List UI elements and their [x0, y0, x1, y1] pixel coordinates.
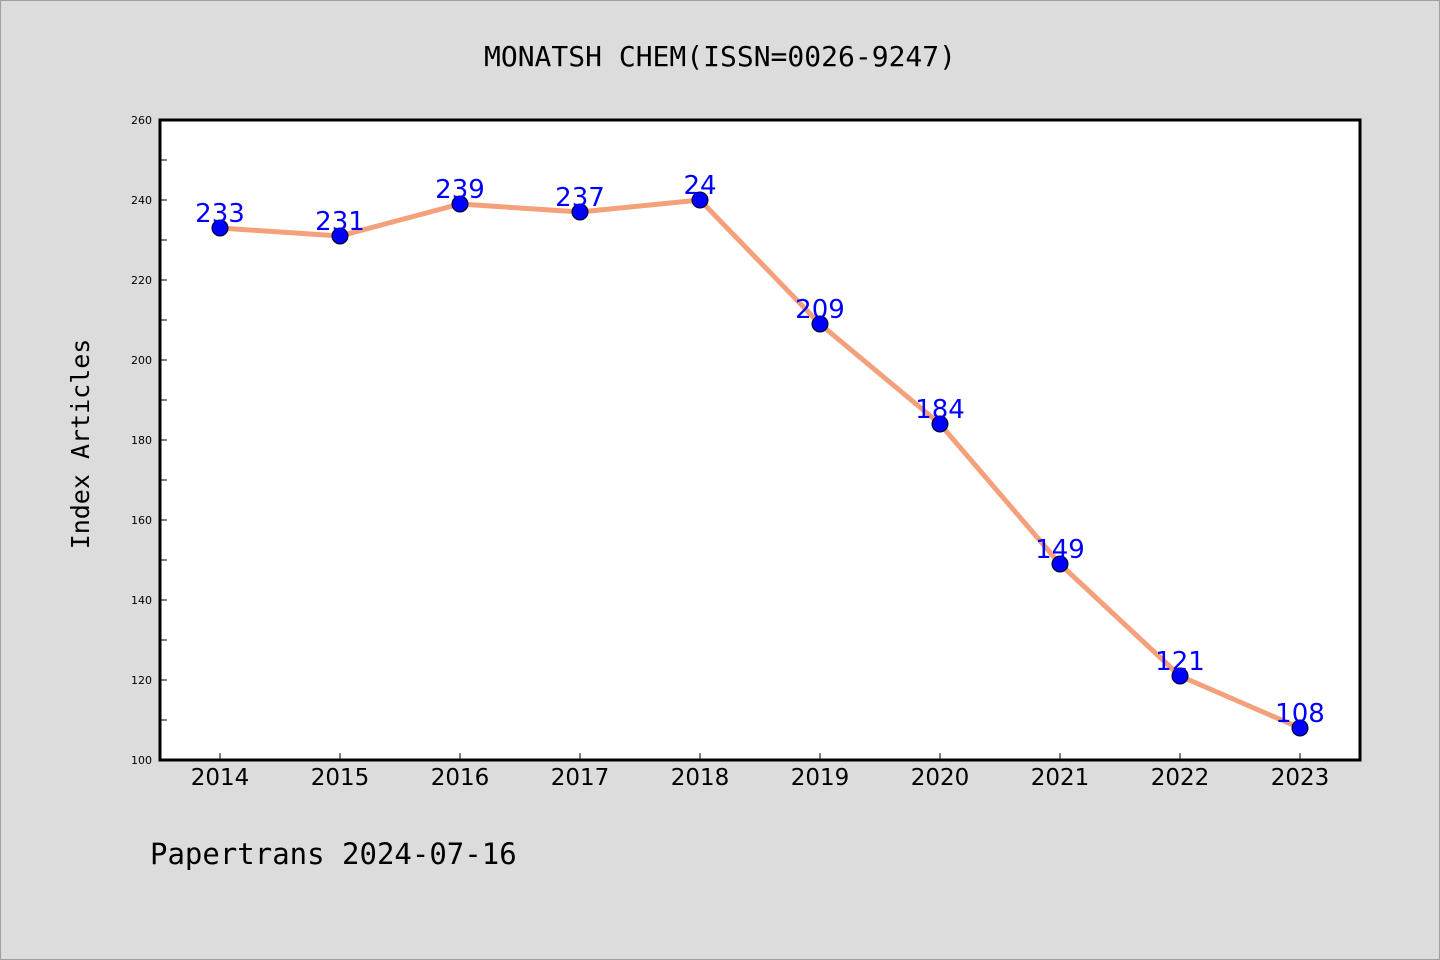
y-tick-label: 260 [131, 114, 152, 127]
data-point [691, 191, 709, 209]
data-point [451, 195, 469, 213]
data-point [571, 203, 589, 221]
x-axis: 2014 2015 2016 2017 2018 2019 2020 2021 2022 2023 [191, 753, 1330, 791]
y-axis-label: Index Articles [66, 339, 95, 550]
footer-credit: Papertrans 2024-07-16 [150, 837, 517, 871]
x-tick-label: 2019 [791, 765, 850, 791]
y-tick-label: 240 [131, 194, 152, 207]
data-label: 233 [195, 199, 245, 229]
data-point [1171, 667, 1189, 685]
x-tick-label: 2022 [1151, 765, 1210, 791]
x-tick-label: 2017 [551, 765, 610, 791]
data-label: 108 [1275, 699, 1325, 729]
y-tick-label: 180 [131, 434, 152, 447]
data-point [931, 415, 949, 433]
data-label: 209 [795, 295, 845, 325]
y-tick-label: 100 [131, 754, 152, 767]
data-label: 237 [555, 183, 605, 213]
y-tick-label: 120 [131, 674, 152, 687]
data-label: 239 [435, 175, 485, 205]
plot-border [158, 118, 1362, 762]
data-point [1051, 555, 1069, 573]
y-tick-label: 200 [131, 354, 152, 367]
chart-title: MONATSH CHEM(ISSN=0026-9247) [484, 40, 956, 73]
data-label: 184 [915, 395, 965, 425]
y-tick-label: 220 [131, 274, 152, 287]
data-labels: 233 231 239 237 24 209 184 149 121 108 [195, 171, 1325, 729]
x-tick-label: 2015 [311, 765, 370, 791]
x-tick-label: 2014 [191, 765, 250, 791]
y-tick-label: 160 [131, 514, 152, 527]
plot-area [160, 120, 1360, 760]
data-point [1291, 719, 1309, 737]
data-label: 24 [683, 171, 716, 201]
data-point [811, 315, 829, 333]
data-label: 149 [1035, 535, 1085, 565]
data-points [211, 191, 1309, 737]
data-point [331, 227, 349, 245]
x-tick-label: 2021 [1031, 765, 1090, 791]
x-tick-label: 2023 [1271, 765, 1330, 791]
data-point [211, 219, 229, 237]
x-tick-label: 2020 [911, 765, 970, 791]
data-label: 231 [315, 207, 365, 237]
data-label: 121 [1155, 647, 1205, 677]
series-line [219, 197, 1301, 731]
series-polyline [219, 197, 1301, 731]
x-tick-label: 2016 [431, 765, 490, 791]
x-tick-label: 2018 [671, 765, 730, 791]
y-tick-label: 140 [131, 594, 152, 607]
